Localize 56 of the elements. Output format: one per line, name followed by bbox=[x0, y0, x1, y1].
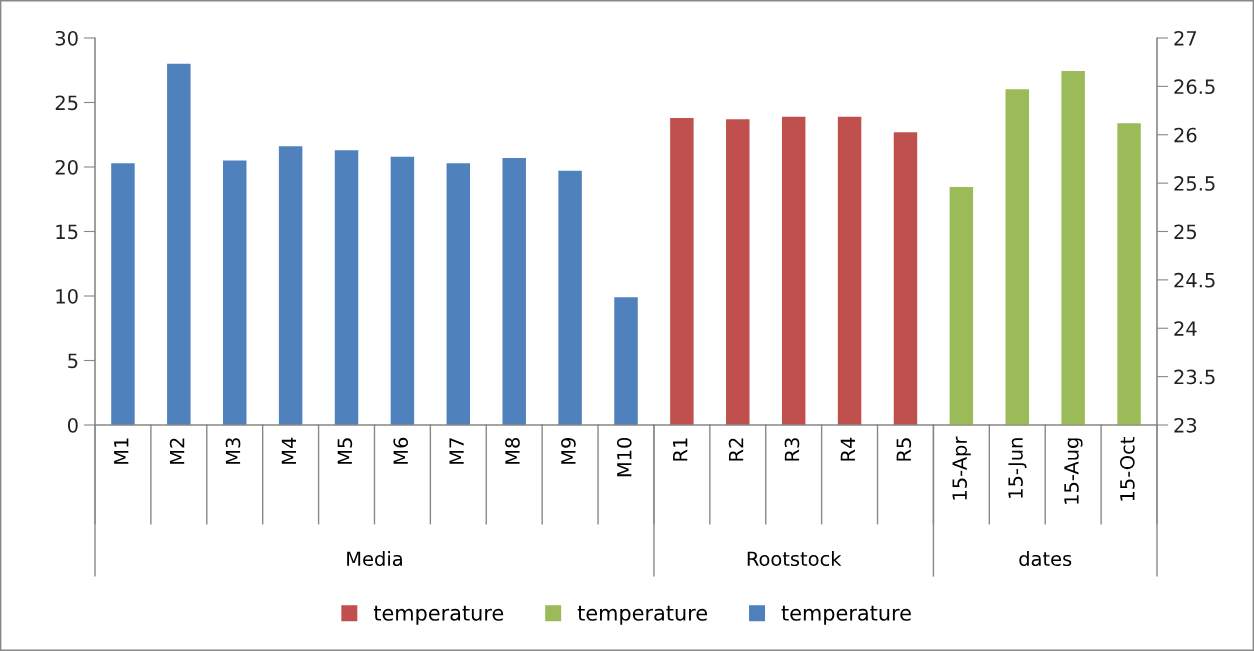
bar bbox=[726, 119, 750, 425]
y2-tick-label: 25 bbox=[1174, 224, 1197, 240]
bar bbox=[837, 116, 862, 425]
x-tick-label: M10 bbox=[616, 437, 632, 477]
y2-tick-label: 25.5 bbox=[1174, 176, 1215, 191]
bar bbox=[614, 297, 638, 425]
legend-label: temperature bbox=[577, 605, 707, 625]
x-tick-label: R2 bbox=[728, 438, 744, 461]
y-tick-label: 20 bbox=[55, 159, 78, 175]
bar bbox=[502, 157, 526, 425]
bar bbox=[781, 116, 806, 425]
text: dates bbox=[1019, 551, 1072, 567]
bar bbox=[670, 117, 694, 425]
x-tick-label: R1 bbox=[673, 438, 688, 461]
y2-tick-label: 23 bbox=[1174, 417, 1197, 433]
y-tick-label: 15 bbox=[56, 224, 78, 240]
bar bbox=[223, 160, 247, 425]
y2-tick-label: 23.5 bbox=[1174, 369, 1215, 385]
y-tick-label: 30 bbox=[55, 30, 78, 46]
x-tick-label: M5 bbox=[337, 438, 353, 464]
y-tick-label: 5 bbox=[68, 353, 78, 369]
bar bbox=[558, 170, 582, 425]
text: Media bbox=[347, 551, 402, 567]
x-tick-label: R5 bbox=[896, 438, 912, 461]
y2-tick-label: 27 bbox=[1174, 30, 1197, 46]
x-tick-label: 15-Apr bbox=[952, 436, 971, 500]
bar bbox=[390, 156, 415, 425]
bar bbox=[278, 146, 303, 425]
y-tick-label: 25 bbox=[55, 95, 78, 111]
legend-label: temperature bbox=[373, 605, 504, 625]
y2-tick-label: 26.5 bbox=[1174, 79, 1215, 95]
x-tick-label: M9 bbox=[561, 437, 576, 464]
x-tick-label: 15-Jun bbox=[1008, 438, 1027, 498]
bar bbox=[111, 163, 135, 425]
legend-label: temperature bbox=[781, 605, 911, 625]
x-tick-label: R4 bbox=[840, 437, 855, 461]
y-tick-label: 10 bbox=[56, 288, 78, 304]
bar bbox=[446, 163, 471, 425]
y2-tick-label: 26 bbox=[1174, 127, 1197, 143]
x-tick-label: R3 bbox=[784, 438, 800, 461]
text: Rootstock bbox=[747, 551, 842, 567]
x-tick-label: M4 bbox=[281, 437, 296, 464]
x-tick-label: M8 bbox=[505, 437, 520, 464]
y2-tick-label: 24.5 bbox=[1174, 272, 1215, 288]
x-tick-label: 15-Oct bbox=[1119, 437, 1135, 501]
bar bbox=[334, 150, 359, 425]
x-tick-label: M2 bbox=[169, 438, 185, 464]
x-tick-label: 15-Aug bbox=[1064, 438, 1083, 504]
x-tick-label: M1 bbox=[114, 438, 129, 464]
bar bbox=[893, 132, 918, 425]
x-tick-label: M7 bbox=[449, 438, 464, 464]
y-tick-label: 0 bbox=[67, 417, 78, 433]
x-tick-label: M6 bbox=[393, 437, 409, 464]
bar bbox=[167, 63, 191, 425]
x-tick-label: M3 bbox=[225, 438, 241, 464]
y2-tick-label: 24 bbox=[1174, 321, 1197, 336]
